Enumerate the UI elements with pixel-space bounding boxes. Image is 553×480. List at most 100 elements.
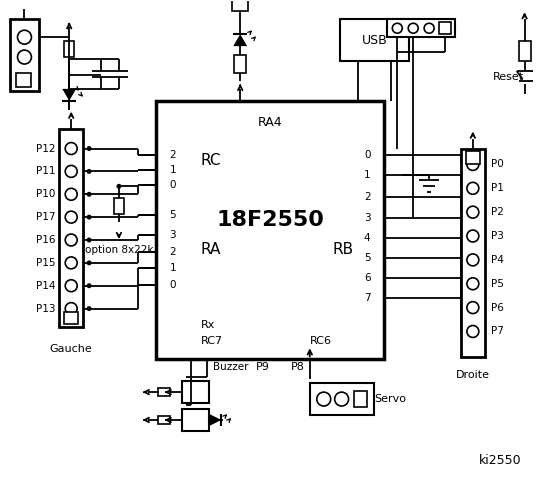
Text: 1: 1 (364, 170, 371, 180)
Text: USB: USB (362, 34, 387, 47)
Text: Reset: Reset (493, 72, 524, 82)
Text: 7: 7 (364, 293, 371, 303)
Bar (158, 416, 170, 424)
Text: P15: P15 (36, 258, 55, 268)
Text: P12: P12 (36, 144, 55, 154)
Text: 1: 1 (170, 263, 176, 273)
Bar (353, 391, 368, 407)
Text: 2: 2 (170, 247, 176, 257)
Bar (439, 22, 451, 34)
Text: 0: 0 (170, 280, 176, 290)
Text: 5: 5 (170, 210, 176, 220)
Bar (310, 383, 374, 415)
Circle shape (467, 206, 479, 218)
Circle shape (87, 283, 92, 288)
Circle shape (87, 306, 92, 311)
Polygon shape (210, 414, 221, 426)
Circle shape (467, 325, 479, 337)
Circle shape (467, 254, 479, 266)
Text: P10: P10 (36, 189, 55, 199)
Text: P5: P5 (491, 279, 504, 289)
Text: Buzzer: Buzzer (212, 362, 248, 372)
Text: P4: P4 (491, 255, 504, 265)
Text: 0: 0 (364, 151, 371, 160)
Bar (64, 312, 78, 324)
Text: P13: P13 (36, 304, 55, 313)
Circle shape (18, 30, 32, 44)
Text: 2: 2 (170, 151, 176, 160)
Text: RA: RA (200, 242, 221, 257)
Text: Rx: Rx (200, 320, 215, 329)
Circle shape (87, 260, 92, 265)
Text: 4: 4 (364, 233, 371, 243)
Text: P7: P7 (491, 326, 504, 336)
Bar (59, 129, 83, 327)
Text: P6: P6 (491, 302, 504, 312)
Circle shape (65, 166, 77, 178)
Text: P16: P16 (36, 235, 55, 245)
Circle shape (65, 234, 77, 246)
Text: RC: RC (200, 153, 221, 168)
Text: Droite: Droite (456, 370, 490, 380)
Circle shape (467, 301, 479, 313)
Bar (387, 19, 455, 37)
Bar (234, 55, 246, 73)
Text: Gauche: Gauche (50, 344, 92, 354)
Text: P9: P9 (256, 362, 270, 372)
Bar (466, 151, 480, 165)
Bar (15, 73, 32, 87)
Circle shape (117, 184, 122, 189)
Text: P3: P3 (491, 231, 504, 241)
Text: Servo: Servo (374, 394, 406, 404)
Text: 2: 2 (364, 192, 371, 202)
Bar (158, 388, 170, 396)
Circle shape (87, 169, 92, 174)
Text: P14: P14 (36, 281, 55, 291)
Polygon shape (233, 34, 247, 46)
Bar (181, 381, 210, 403)
Circle shape (18, 50, 32, 64)
Text: P11: P11 (36, 167, 55, 176)
Polygon shape (62, 89, 76, 101)
Text: 6: 6 (364, 273, 371, 283)
Circle shape (87, 215, 92, 220)
Text: 0: 0 (170, 180, 176, 190)
Text: RC6: RC6 (310, 336, 332, 347)
Circle shape (317, 392, 331, 406)
Text: P17: P17 (36, 212, 55, 222)
Circle shape (467, 230, 479, 242)
Circle shape (65, 188, 77, 200)
Circle shape (467, 158, 479, 170)
Circle shape (87, 192, 92, 197)
Bar (232, 0, 248, 12)
Bar (519, 41, 530, 61)
Circle shape (65, 143, 77, 155)
Bar (181, 409, 210, 431)
Text: P2: P2 (491, 207, 504, 217)
Circle shape (65, 280, 77, 292)
Circle shape (65, 211, 77, 223)
Bar (64, 41, 74, 57)
Text: 18F2550: 18F2550 (216, 210, 324, 230)
Text: RC7: RC7 (200, 336, 222, 347)
Bar (114, 198, 124, 214)
Bar (461, 148, 485, 357)
Circle shape (467, 278, 479, 290)
Circle shape (467, 182, 479, 194)
Circle shape (335, 392, 348, 406)
Circle shape (408, 23, 418, 33)
Text: 3: 3 (364, 213, 371, 223)
Text: P1: P1 (491, 183, 504, 193)
Circle shape (65, 257, 77, 269)
Circle shape (65, 302, 77, 314)
Circle shape (87, 238, 92, 242)
Circle shape (392, 23, 402, 33)
Text: 3: 3 (170, 230, 176, 240)
Circle shape (87, 146, 92, 151)
Bar (9, 19, 39, 91)
Bar (340, 19, 409, 61)
Text: ki2550: ki2550 (479, 454, 521, 467)
Text: RA4: RA4 (258, 116, 283, 129)
Text: 1: 1 (170, 166, 176, 175)
Text: P8: P8 (291, 362, 305, 372)
